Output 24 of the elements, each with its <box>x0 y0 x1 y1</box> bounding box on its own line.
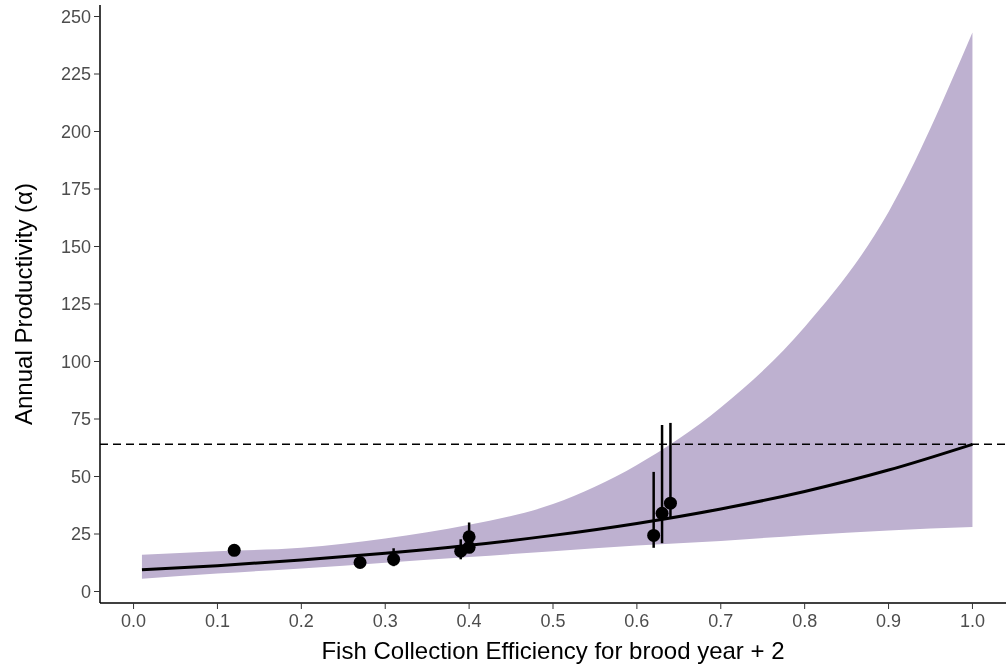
y-tick-label: 150 <box>60 236 91 257</box>
x-tick-label: 0.4 <box>456 611 482 631</box>
y-axis-title: Annual Productivity (α) <box>10 183 37 425</box>
y-tick-label: 50 <box>70 466 91 487</box>
x-tick-label: 0.5 <box>540 611 566 631</box>
y-tick-label: 225 <box>60 64 91 85</box>
x-tick-label: 0.8 <box>792 611 818 631</box>
y-tick-label: 25 <box>70 524 91 545</box>
x-axis-title: Fish Collection Efficiency for brood year + 2 <box>321 637 785 664</box>
y-tick-label: 250 <box>60 6 91 27</box>
x-tick-label: 0.6 <box>624 611 650 631</box>
y-tick-label: 100 <box>60 351 91 372</box>
y-tick-label: 175 <box>60 179 91 200</box>
x-tick-label: 0.3 <box>372 611 398 631</box>
y-tick-label: 125 <box>60 294 91 315</box>
y-tick-label: 200 <box>60 121 91 142</box>
y-tick-label: 0 <box>80 581 91 602</box>
x-tick-label: 0.0 <box>121 611 147 631</box>
x-tick-label: 0.2 <box>288 611 314 631</box>
x-tick-label: 1.0 <box>959 611 985 631</box>
x-tick-label: 0.7 <box>708 611 734 631</box>
x-tick-label: 0.1 <box>204 611 230 631</box>
x-tick-label: 0.9 <box>876 611 902 631</box>
y-tick-label: 75 <box>70 409 91 430</box>
